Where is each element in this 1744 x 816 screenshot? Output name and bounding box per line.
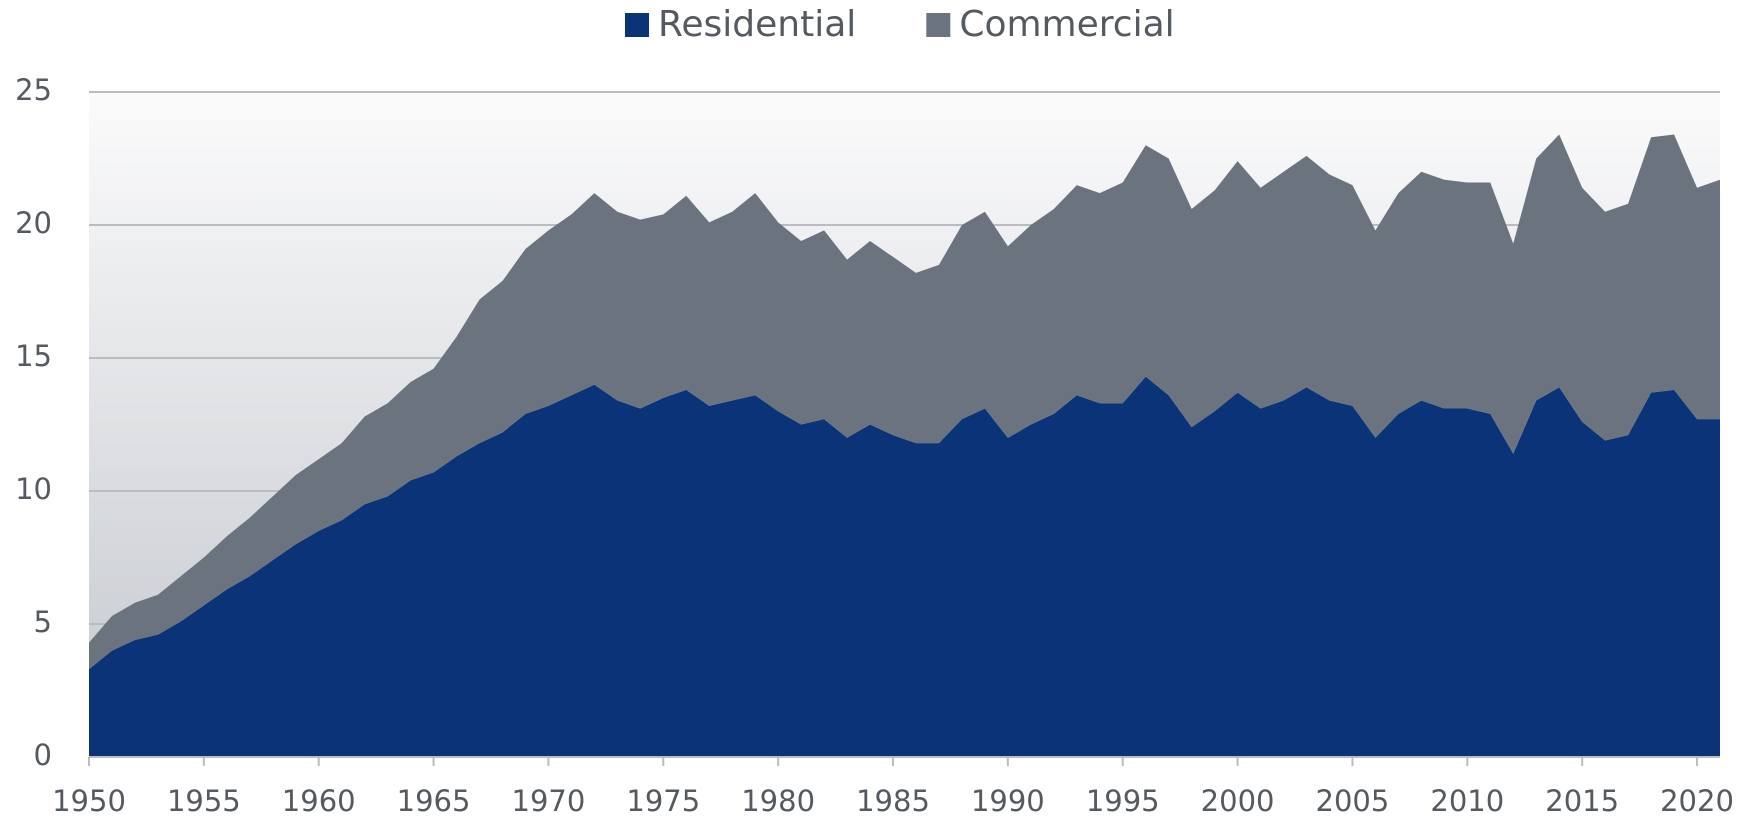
- x-tick-label: 1980: [741, 784, 815, 816]
- legend-label: Commercial: [959, 4, 1174, 45]
- x-tick-label: 1955: [167, 784, 241, 816]
- x-tick-label: 1995: [1086, 784, 1160, 816]
- x-tick-label: 2000: [1201, 784, 1275, 816]
- x-tick-label: 2010: [1430, 784, 1504, 816]
- x-tick-label: 1950: [52, 784, 126, 816]
- x-tick-label: 2020: [1660, 784, 1734, 816]
- x-tick-label: 1960: [282, 784, 356, 816]
- y-tick-label: 15: [15, 339, 52, 373]
- x-tick-label: 2005: [1316, 784, 1390, 816]
- legend-swatch: [625, 13, 649, 37]
- y-tick-label: 20: [15, 206, 52, 240]
- legend-swatch: [926, 13, 951, 37]
- y-tick-label: 25: [15, 73, 52, 107]
- x-tick-label: 1985: [856, 784, 930, 816]
- area-commercial: [89, 134, 1720, 670]
- y-tick-label: 5: [34, 605, 52, 639]
- x-tick-label: 1965: [397, 784, 471, 816]
- x-tick-label: 1970: [512, 784, 586, 816]
- x-tick-label: 1990: [971, 784, 1045, 816]
- x-tick-label: 2015: [1545, 784, 1619, 816]
- x-tick-label: 1975: [626, 784, 700, 816]
- legend-label: Residential: [658, 4, 856, 45]
- y-tick-label: 10: [15, 472, 52, 506]
- area-residential: [89, 376, 1720, 757]
- y-tick-label: 0: [34, 738, 52, 772]
